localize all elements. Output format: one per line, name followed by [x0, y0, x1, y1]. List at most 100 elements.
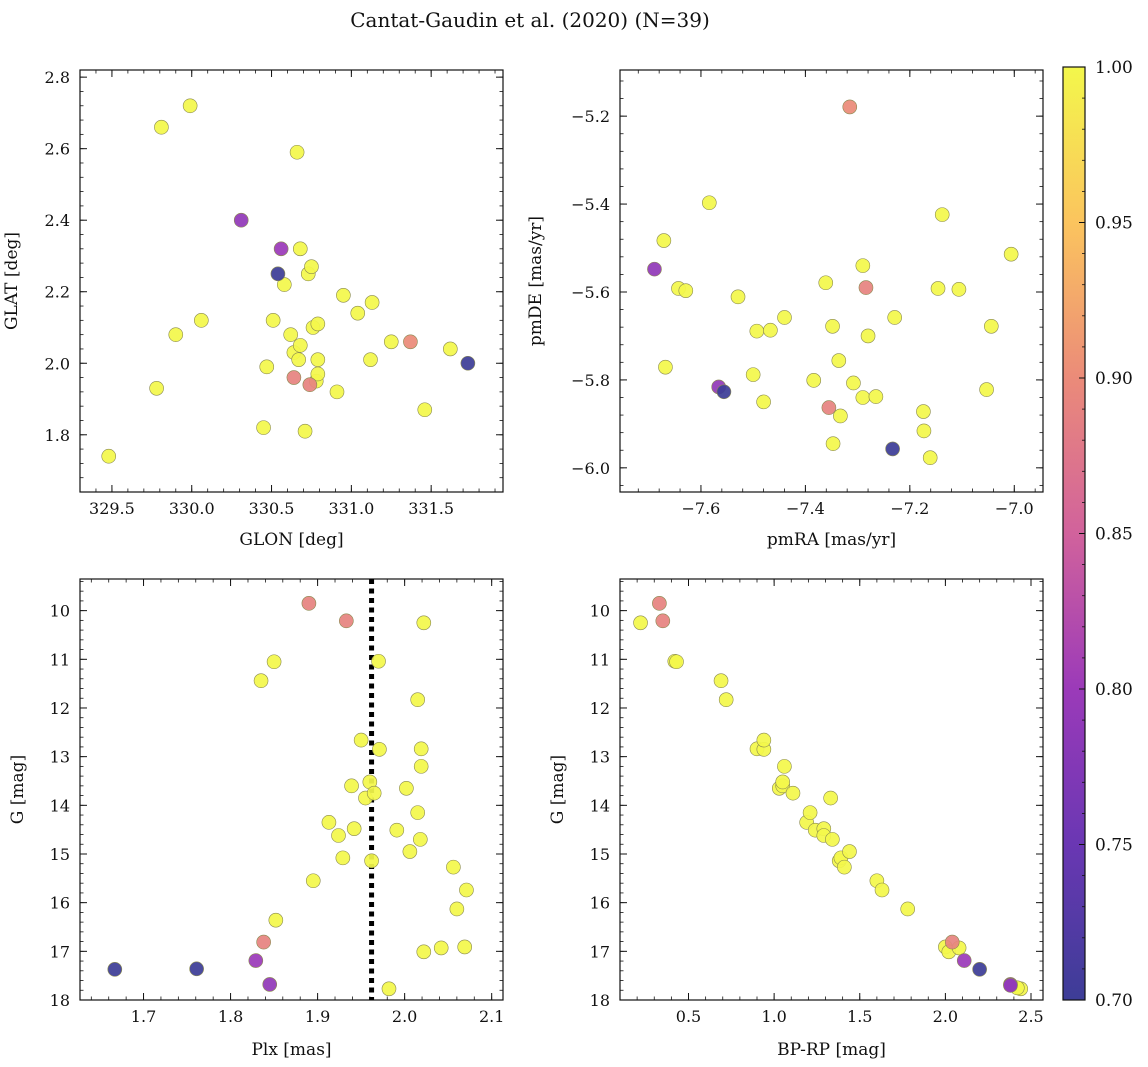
data-point [718, 692, 734, 708]
data-point [885, 441, 900, 457]
data-point [336, 288, 351, 303]
y-tick-label: 14 [590, 796, 610, 815]
y-axis-title: pmDE [mas/yr] [526, 216, 546, 346]
x-axis-title: Plx [mas] [251, 1040, 331, 1060]
data-point [410, 805, 426, 820]
data-point [652, 596, 667, 611]
data-point [335, 850, 351, 866]
scatter-points [633, 596, 1029, 997]
data-point [107, 962, 123, 977]
data-point [416, 615, 432, 631]
data-point [777, 310, 792, 325]
data-point [979, 382, 994, 397]
y-tick-label: 2.8 [45, 68, 70, 87]
data-point [350, 305, 366, 321]
y-tick-label: 2.2 [45, 283, 70, 302]
colorbar: 0.70 0.75 0.80 0.85 0.90 0.95 1.00 [1062, 58, 1133, 1011]
data-point [339, 613, 354, 629]
data-point [669, 654, 684, 670]
data-point [413, 832, 428, 847]
data-point [745, 367, 761, 382]
x-tick-label: 1.8 [218, 1007, 243, 1026]
scatter-points [647, 99, 1019, 466]
data-point [825, 832, 840, 847]
x-tick-label: 2.0 [933, 1007, 958, 1026]
data-point [831, 353, 847, 368]
data-point [344, 778, 359, 794]
data-point [353, 732, 369, 748]
data-point [101, 448, 117, 464]
data-point [855, 390, 871, 405]
data-point [270, 266, 286, 282]
y-tick-label: 13 [50, 748, 70, 767]
y-tick-label: 15 [50, 845, 70, 864]
data-point [443, 341, 458, 357]
data-point [983, 318, 999, 334]
data-point [701, 195, 717, 211]
data-point [749, 323, 765, 339]
y-tick-label: −5.2 [571, 107, 610, 126]
data-point [647, 261, 662, 277]
data-point [730, 289, 746, 305]
y-tick-label: 10 [50, 602, 70, 621]
y-tick-label: 16 [50, 894, 70, 913]
y-tick-label: 17 [590, 942, 610, 961]
data-point [364, 295, 380, 310]
data-point [304, 259, 319, 274]
y-axis-title: G [mag] [8, 755, 28, 824]
data-point [154, 119, 169, 135]
y-tick-label: −6.0 [571, 459, 610, 478]
x-tick-label: 329.5 [89, 499, 135, 518]
y-axis-title: G [mag] [548, 755, 568, 824]
data-point [460, 355, 476, 371]
x-tick-label: −7.6 [682, 499, 721, 518]
data-point [446, 859, 461, 875]
data-point [417, 402, 433, 418]
data-point [1003, 978, 1018, 993]
panel-glon-glat: 329.5 330.0 330.5 331.0 331.5 1.8 2.0 2.2 2.4 2.6… [2, 68, 504, 550]
data-point [633, 615, 648, 631]
data-point [402, 844, 418, 859]
data-point [233, 212, 249, 228]
y-tick-label: 18 [50, 991, 70, 1010]
data-point [291, 352, 306, 367]
data-point [266, 654, 282, 670]
axes-frame [619, 69, 1044, 493]
data-point [168, 327, 184, 342]
x-tick-label: 331.5 [408, 499, 454, 518]
y-tick-label: −5.6 [571, 283, 610, 302]
data-point [806, 373, 822, 388]
y-tick-label: 12 [50, 699, 70, 718]
data-point [329, 384, 345, 400]
y-tick-label: 12 [590, 699, 610, 718]
data-point [825, 318, 840, 334]
x-tick-label: 330.5 [249, 499, 295, 518]
data-point [413, 741, 429, 757]
data-point [860, 328, 876, 344]
panel-pmra-pmde: −7.6 −7.4 −7.2 −7.0 −6.0 −5.8 −5.6 −5.4 −5.2 pmRA… [526, 69, 1044, 550]
panel-plx-g: 1.7 1.8 1.9 2.0 2.1 10 11 12 13 14 15 16 17 18 Plx [ma… [8, 578, 504, 1060]
data-point [389, 822, 405, 838]
data-point [297, 423, 313, 439]
data-point [818, 275, 834, 291]
data-point [189, 961, 204, 977]
data-point [951, 282, 967, 297]
data-point [713, 673, 729, 689]
x-tick-label: 1.9 [305, 1007, 330, 1026]
data-point [763, 322, 778, 338]
data-point [310, 316, 326, 332]
y-axis-title: GLAT [deg] [2, 232, 22, 330]
data-point [944, 934, 960, 950]
panel-bprp-g: 0.5 1.0 1.5 2.0 2.5 10 11 12 13 14 15 16 17 18 BP-RP [… [548, 578, 1044, 1060]
x-axis-title: GLON [deg] [239, 530, 343, 550]
data-point [366, 785, 382, 801]
data-point [268, 912, 284, 928]
x-tick-label: 2.5 [1018, 1007, 1043, 1026]
data-point [842, 99, 858, 115]
data-point [846, 375, 861, 391]
data-point [383, 334, 399, 350]
data-point [363, 352, 378, 367]
data-point [301, 596, 317, 611]
y-tick-label: 2.0 [45, 354, 70, 373]
